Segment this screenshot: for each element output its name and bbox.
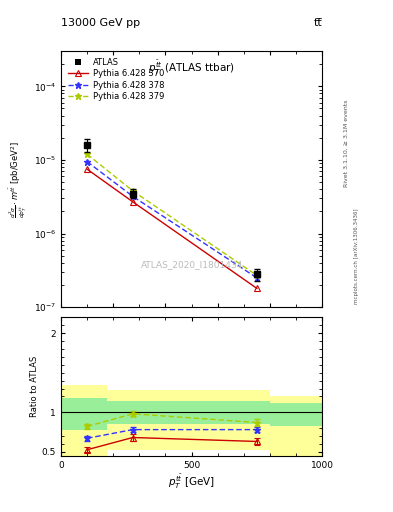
Y-axis label: $\frac{d^2\sigma}{dp^{t\bar{t}}_{T}} \cdot m^{t\bar{t}}$ [pb/GeV$^2$]: $\frac{d^2\sigma}{dp^{t\bar{t}}_{T}} \cd…	[8, 141, 29, 218]
Legend: ATLAS, Pythia 6.428 370, Pythia 6.428 378, Pythia 6.428 379: ATLAS, Pythia 6.428 370, Pythia 6.428 37…	[65, 55, 167, 104]
Text: mcplots.cern.ch [arXiv:1306.3436]: mcplots.cern.ch [arXiv:1306.3436]	[354, 208, 359, 304]
Text: ATLAS_2020_I1801434: ATLAS_2020_I1801434	[140, 260, 243, 269]
Text: tt̅: tt̅	[314, 18, 322, 28]
X-axis label: $p^{t\bar{t}}_{T}$ [GeV]: $p^{t\bar{t}}_{T}$ [GeV]	[168, 472, 215, 490]
Y-axis label: Ratio to ATLAS: Ratio to ATLAS	[30, 356, 39, 417]
Text: 13000 GeV pp: 13000 GeV pp	[61, 18, 140, 28]
Text: Rivet 3.1.10, ≥ 3.1M events: Rivet 3.1.10, ≥ 3.1M events	[344, 100, 349, 187]
Text: $p_T^{\bar{t}t}$ (ATLAS ttbar): $p_T^{\bar{t}t}$ (ATLAS ttbar)	[148, 59, 235, 77]
